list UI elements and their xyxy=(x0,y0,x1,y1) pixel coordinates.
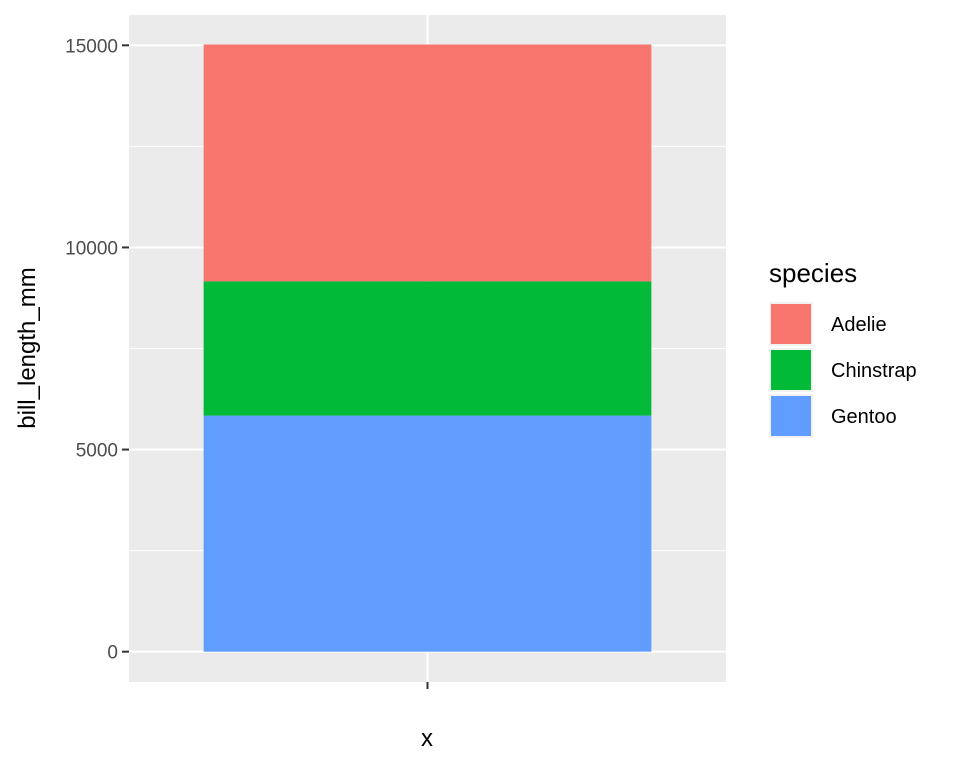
y-tick-label: 10000 xyxy=(65,238,118,259)
bar-segment-adelie xyxy=(203,44,652,282)
legend-title: species xyxy=(769,258,857,288)
legend-label-gentoo: Gentoo xyxy=(831,406,897,428)
y-tick-label: 5000 xyxy=(76,441,118,462)
y-tick-label: 15000 xyxy=(65,36,118,57)
bar-segment-chinstrap xyxy=(203,281,652,416)
legend-key-chinstrap xyxy=(771,350,811,390)
legend-key-adelie xyxy=(771,304,811,344)
bar-segment-gentoo xyxy=(203,415,652,652)
legend-label-chinstrap: Chinstrap xyxy=(831,360,917,382)
y-axis-title: bill_length_mm xyxy=(14,267,41,428)
legend-key-gentoo xyxy=(771,396,811,436)
y-axis: 0 5000 10000 15000 xyxy=(65,36,129,664)
x-axis-title: x xyxy=(421,725,433,752)
bars xyxy=(203,44,652,652)
y-tick-label: 0 xyxy=(107,643,118,664)
legend-label-adelie: Adelie xyxy=(831,314,887,336)
legend: species Adelie Chinstrap Gentoo xyxy=(769,258,917,438)
